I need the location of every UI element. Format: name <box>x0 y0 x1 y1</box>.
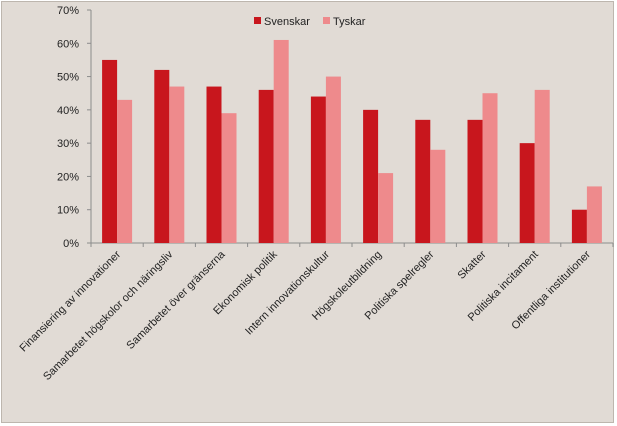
bars <box>102 39 602 244</box>
bar-svenskar-7 <box>467 119 483 243</box>
bar-svenskar-2 <box>206 86 222 243</box>
bar-svenskar-1 <box>154 69 170 244</box>
legend-label-svenskar: Svenskar <box>264 16 310 28</box>
y-ticks: 0% 10% 20% 30% 40% 50% 60% 70% <box>57 5 91 250</box>
category-label: Samarbetet över gränserna <box>124 248 228 352</box>
bar-svenskar-6 <box>415 119 431 243</box>
y-tick-label: 70% <box>57 5 79 17</box>
y-tick-label: 50% <box>57 72 79 84</box>
bar-svenskar-5 <box>363 109 379 243</box>
legend: Svenskar Tyskar <box>254 16 366 28</box>
bar-tyskar-6 <box>430 149 446 243</box>
y-tick-label: 60% <box>57 38 79 50</box>
bar-tyskar-3 <box>273 39 289 244</box>
y-tick-label: 0% <box>63 238 79 250</box>
bar-tyskar-1 <box>169 86 185 243</box>
bar-tyskar-2 <box>221 113 237 243</box>
bar-tyskar-0 <box>117 99 133 243</box>
legend-label-tyskar: Tyskar <box>333 16 366 28</box>
y-tick-label: 30% <box>57 138 79 150</box>
bar-svenskar-4 <box>310 96 326 244</box>
y-tick-label: 40% <box>57 105 79 117</box>
y-tick-label: 10% <box>57 205 79 217</box>
bar-svenskar-8 <box>519 143 535 243</box>
bar-svenskar-9 <box>571 209 587 243</box>
bar-svenskar-0 <box>102 59 118 243</box>
bar-tyskar-9 <box>586 186 602 243</box>
y-tick-label: 20% <box>57 171 79 183</box>
x-ticks <box>90 243 614 247</box>
bar-svenskar-3 <box>258 89 274 243</box>
bar-tyskar-5 <box>378 173 394 243</box>
legend-swatch-svenskar <box>254 17 261 24</box>
bar-tyskar-8 <box>534 89 550 243</box>
bar-tyskar-7 <box>482 93 498 243</box>
category-label: Skatter <box>455 248 488 281</box>
category-label: Intern innovationskultur <box>243 248 332 337</box>
category-label: Finansiering av innovationer <box>17 248 123 354</box>
legend-swatch-tyskar <box>323 17 330 24</box>
bar-tyskar-4 <box>325 76 341 243</box>
